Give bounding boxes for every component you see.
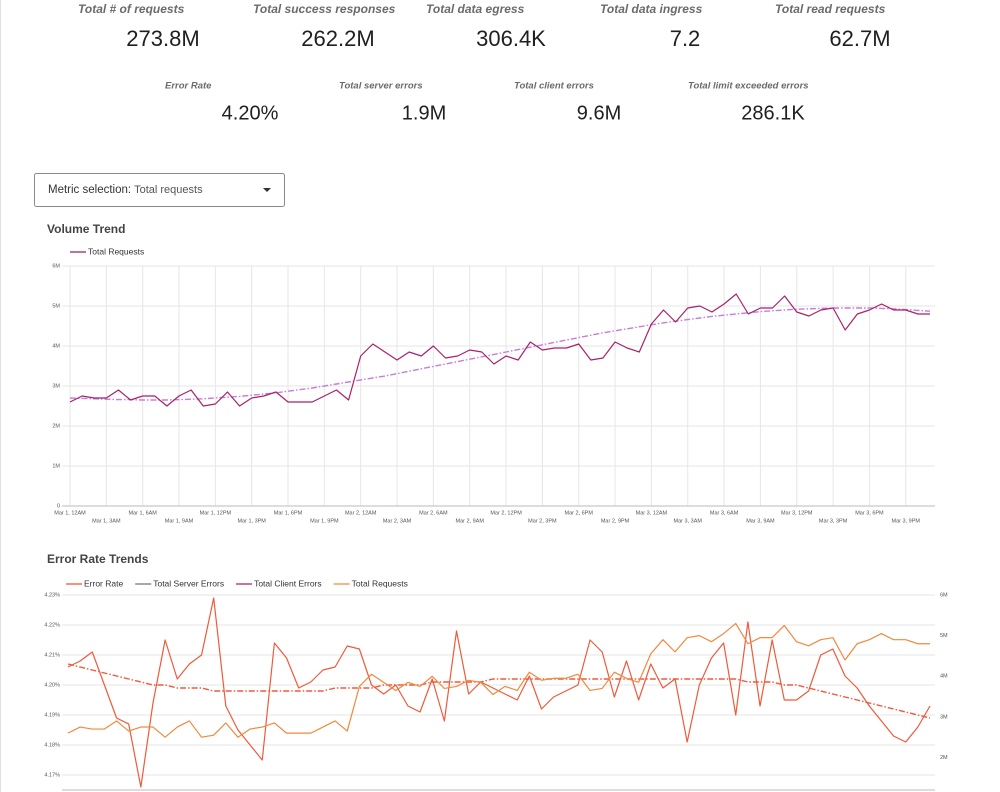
scorecard-label: Total client errors [514, 81, 594, 92]
trend-line [67, 663, 931, 719]
y-tick-label: 4.21% [44, 652, 60, 658]
y2-tick-label: 2M [940, 755, 948, 761]
x-tick-label: Mar 3, 9AM [746, 518, 775, 524]
x-tick-label: Mar 2, 12AM [345, 510, 377, 516]
y-tick-label: 1M [52, 463, 60, 469]
x-tick-label: Mar 2, 3AM [383, 518, 412, 524]
y-tick-label: 6M [52, 263, 60, 269]
y-tick-label: 0 [57, 503, 60, 509]
x-tick-label: Mar 1, 9AM [165, 518, 194, 524]
x-tick-label: Mar 3, 6PM [855, 510, 884, 516]
y-tick-label: 4.18% [44, 742, 60, 748]
scorecard-label: Total limit exceeded errors [688, 81, 809, 92]
y-tick-label: 4M [52, 343, 60, 349]
x-tick-label: Mar 3, 12PM [781, 510, 813, 516]
y-tick-label: 4.22% [44, 622, 60, 628]
y-tick-label: 4.23% [44, 592, 60, 598]
x-tick-label: Mar 3, 3AM [674, 518, 703, 524]
dropdown-value: Total requests [134, 184, 203, 196]
x-tick-label: Mar 3, 12AM [636, 510, 668, 516]
chart-title: Volume Trend [47, 222, 125, 236]
x-tick-label: Mar 2, 9PM [601, 518, 630, 524]
x-tick-label: Mar 1, 3AM [92, 518, 121, 524]
y-tick-label: 4.17% [44, 772, 60, 778]
legend-label: Total Server Errors [153, 578, 224, 588]
x-tick-label: Mar 1, 6PM [274, 510, 303, 516]
scorecard-label: Total data egress [426, 2, 525, 16]
y-tick-label: 2M [52, 423, 60, 429]
scorecard-value: 262.2M [301, 26, 374, 51]
chart-title: Error Rate Trends [47, 552, 149, 566]
scorecard-value: 273.8M [126, 26, 199, 51]
x-tick-label: Mar 1, 3PM [237, 518, 266, 524]
scorecard-label: Total success responses [253, 2, 396, 16]
scorecard-value: 306.4K [476, 26, 546, 51]
y2-tick-label: 5M [940, 633, 948, 639]
y2-tick-label: 6M [940, 592, 948, 598]
dropdown-caret [263, 188, 271, 192]
series-line [67, 622, 930, 738]
y-tick-label: 5M [52, 303, 60, 309]
x-tick-label: Mar 1, 9PM [310, 518, 339, 524]
x-tick-label: Mar 2, 3PM [528, 518, 557, 524]
trend-line [69, 307, 931, 401]
error-rate-chart: Error Rate Trends 4.17% 4.18% 4.19% 4.20% 4.… [44, 552, 948, 791]
x-tick-label: Mar 3, 9PM [892, 518, 921, 524]
legend-label: Total Requests [88, 246, 144, 256]
dropdown-label: Metric selection: [48, 184, 131, 196]
y-tick-label: 4.20% [44, 682, 60, 688]
x-tick-label: Mar 1, 12PM [200, 510, 232, 516]
legend-label: Total Requests [352, 578, 408, 588]
x-tick-label: Mar 2, 6PM [565, 510, 594, 516]
x-tick-label: Mar 3, 3PM [819, 518, 848, 524]
x-tick-label: Mar 2, 12PM [490, 510, 522, 516]
y-tick-label: 4.19% [44, 712, 60, 718]
volume-trend-chart: Volume Trend 0 1M 2M 3M 4M 5M 6M Mar 1, 12AM Mar… [47, 222, 935, 524]
x-tick-label: Mar 3, 6AM [710, 510, 739, 516]
scorecard-value: 4.20% [222, 102, 279, 124]
legend-label: Error Rate [84, 578, 123, 588]
scorecard-value: 7.2 [670, 26, 701, 51]
scorecard-label: Total data ingress [600, 2, 703, 16]
dropdown-box[interactable] [34, 173, 285, 207]
scorecard-label: Error Rate [165, 81, 212, 92]
series-line [67, 597, 931, 788]
scorecard-value: 62.7M [829, 26, 890, 51]
x-tick-label: Mar 2, 9AM [455, 518, 484, 524]
x-tick-label: Mar 1, 6AM [128, 510, 157, 516]
legend-label: Total Client Errors [254, 578, 322, 588]
y2-tick-label: 3M [940, 714, 948, 720]
scorecard-value: 9.6M [577, 102, 621, 124]
y2-tick-label: 4M [940, 674, 948, 680]
metric-dropdown[interactable]: Metric selection: Total requests [34, 173, 285, 207]
scorecard-value: 1.9M [402, 102, 446, 124]
scorecard-label: Total server errors [339, 81, 423, 92]
scorecard-label: Total read requests [775, 2, 886, 16]
y-tick-label: 3M [52, 383, 60, 389]
scorecard-label: Total # of requests [78, 2, 185, 16]
x-tick-label: Mar 1, 12AM [54, 510, 86, 516]
scorecard-value: 286.1K [741, 102, 805, 124]
series-line [69, 293, 930, 407]
x-tick-label: Mar 2, 6AM [419, 510, 448, 516]
dropdown-text: Metric selection: Total requests [48, 184, 203, 196]
